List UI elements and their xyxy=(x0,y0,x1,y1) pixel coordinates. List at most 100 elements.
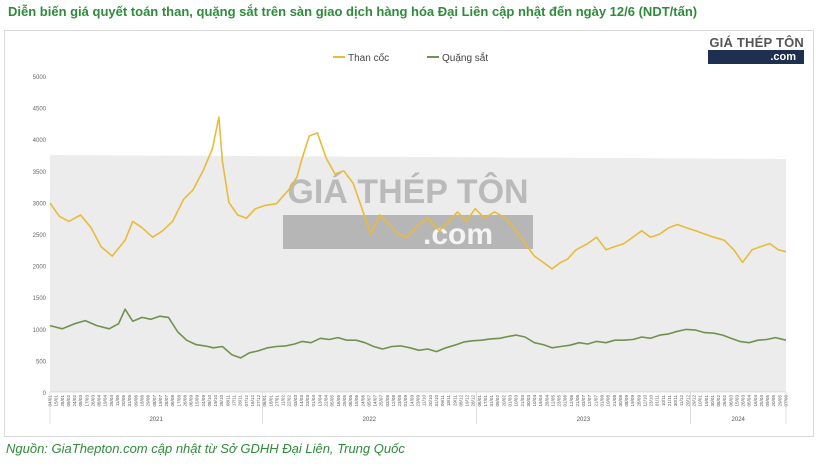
y-tick-label: 3500 xyxy=(33,170,47,176)
x-tick-label: 21/03 xyxy=(520,395,525,407)
x-tick-label: 27/01 xyxy=(274,395,279,407)
x-tick-label: 11/10 xyxy=(422,395,427,407)
x-tick-label: 14/07 xyxy=(373,395,378,407)
x-tick-label: 30/03 xyxy=(526,395,531,407)
x-tick-label: 23/10 xyxy=(649,395,654,407)
x-tick-label: 10/11 xyxy=(661,395,666,407)
x-tick-label: 08/12 xyxy=(458,395,463,407)
x-tick-label: 09/02 xyxy=(66,395,71,407)
x-tick-label: 28/12 xyxy=(471,395,476,407)
x-tick-label: 01/11 xyxy=(655,395,660,407)
x-tick-label: 25/05 xyxy=(342,395,347,407)
x-tick-label: 21/11 xyxy=(667,395,672,407)
year-label: 2021 xyxy=(149,417,163,423)
x-tick-label: 15/06 xyxy=(354,395,359,407)
x-tick-label: 11/12 xyxy=(679,395,684,407)
x-tick-label: 29/05 xyxy=(777,395,782,407)
y-tick-label: 1500 xyxy=(33,296,47,302)
x-tick-label: 08/03 xyxy=(78,395,83,407)
x-tick-label: 16/05 xyxy=(336,395,341,407)
x-tick-label: 03/07 xyxy=(581,395,586,407)
x-tick-label: 11/05 xyxy=(115,395,120,407)
x-tick-label: 08/02 xyxy=(716,395,721,407)
brand-logo: GIÁ THÉP TÔN .com xyxy=(708,36,804,64)
x-tick-label: 17/01 xyxy=(483,395,488,407)
x-tick-label: 20/05 xyxy=(121,395,126,407)
x-tick-label: 17/08 xyxy=(176,395,181,407)
plot-area-shade xyxy=(50,155,786,392)
legend-label: Than cốc xyxy=(348,52,389,64)
x-tick-label: 01/09 xyxy=(403,395,408,407)
x-tick-label: 07/12 xyxy=(244,395,249,407)
x-tick-label: 08/07 xyxy=(152,395,157,407)
x-tick-label: 01/06 xyxy=(563,395,568,407)
x-tick-label: 23/09 xyxy=(416,395,421,407)
x-tick-label: 23/08 xyxy=(397,395,402,407)
x-tick-label: 14/03 xyxy=(299,395,304,407)
x-tick-label: 06/03 xyxy=(728,395,733,407)
x-tick-label: 24/09 xyxy=(201,395,206,407)
x-tick-label: 26/03 xyxy=(90,395,95,407)
x-tick-label: 23/05 xyxy=(557,395,562,407)
x-tick-label: 28/10 xyxy=(219,395,224,407)
x-tick-label: 18/11 xyxy=(446,395,451,407)
x-tick-label: 05/07 xyxy=(366,395,371,407)
x-tick-label: 03/03 xyxy=(293,395,298,407)
brand-logo-bottom: .com xyxy=(708,50,804,64)
x-tick-label: 09/06 xyxy=(133,395,138,407)
brand-logo-top: GIÁ THÉP TÔN xyxy=(709,35,804,50)
x-tick-label: 22/02 xyxy=(287,395,292,407)
x-tick-label: 27/12 xyxy=(256,395,261,407)
x-tick-label: 30/01 xyxy=(710,395,715,407)
x-tick-label: 16/12 xyxy=(250,395,255,407)
y-tick-label: 500 xyxy=(36,359,47,365)
y-tick-label: 1000 xyxy=(33,328,47,334)
x-tick-label: 19/07 xyxy=(158,395,163,407)
x-tick-label: 25/07 xyxy=(379,395,384,407)
x-tick-label: 01/08 xyxy=(600,395,605,407)
x-tick-label: 16/04 xyxy=(753,395,758,407)
x-tick-label: 24/06 xyxy=(360,395,365,407)
x-tick-label: 11/02 xyxy=(281,395,286,407)
y-tick-label: 4500 xyxy=(33,107,47,113)
x-tick-label: 19/12 xyxy=(465,395,470,407)
year-label: 2023 xyxy=(577,417,591,423)
x-tick-label: 08/09 xyxy=(624,395,629,407)
x-tick-label: 19/01 xyxy=(704,395,709,407)
series-line-iron-ore xyxy=(49,308,787,359)
chart-title: Diễn biến giá quyết toán than, quặng sắt… xyxy=(8,4,698,19)
x-tick-label: 29/06 xyxy=(146,395,151,407)
x-tick-label: 10/03 xyxy=(514,395,519,407)
x-tick-label: 20/12 xyxy=(685,395,690,407)
x-tick-label: 13/04 xyxy=(317,395,322,407)
x-tick-label: 08/11 xyxy=(225,395,230,407)
y-tick-label: 2500 xyxy=(33,233,47,239)
x-tick-label: 17/11 xyxy=(232,395,237,407)
y-tick-label: 3000 xyxy=(33,201,47,207)
x-tick-label: 03/08 xyxy=(385,395,390,407)
x-tick-label: 06/06 xyxy=(348,395,353,407)
x-tick-label: 12/10 xyxy=(642,395,647,407)
x-tick-label: 01/03 xyxy=(508,395,513,407)
x-tick-label: 09/11 xyxy=(440,395,445,407)
x-tick-label: 31/01 xyxy=(489,395,494,407)
x-tick-label: 17/03 xyxy=(84,395,89,407)
x-tick-label: 23/03 xyxy=(305,395,310,407)
x-tick-label: 28/09 xyxy=(636,395,641,407)
x-tick-label: 22/04 xyxy=(324,395,329,407)
y-tick-label: 5000 xyxy=(33,75,47,81)
x-tick-label: 30/11 xyxy=(673,395,678,407)
x-tick-label: 21/08 xyxy=(612,395,617,407)
x-tick-label: 08/10 xyxy=(207,395,212,407)
x-tick-label: 05/05 xyxy=(330,395,335,407)
x-tick-label: 25/04 xyxy=(759,395,764,407)
x-tick-label: 18/01 xyxy=(268,395,273,407)
x-tick-label: 10/01 xyxy=(698,395,703,407)
x-tick-label: 12/07 xyxy=(587,395,592,407)
x-tick-label: 24/02 xyxy=(72,395,77,407)
x-tick-label: 30/08 xyxy=(618,395,623,407)
series-line-coke xyxy=(49,116,787,270)
x-tick-label: 15/09 xyxy=(195,395,200,407)
x-tick-label: 06/08 xyxy=(170,395,175,407)
